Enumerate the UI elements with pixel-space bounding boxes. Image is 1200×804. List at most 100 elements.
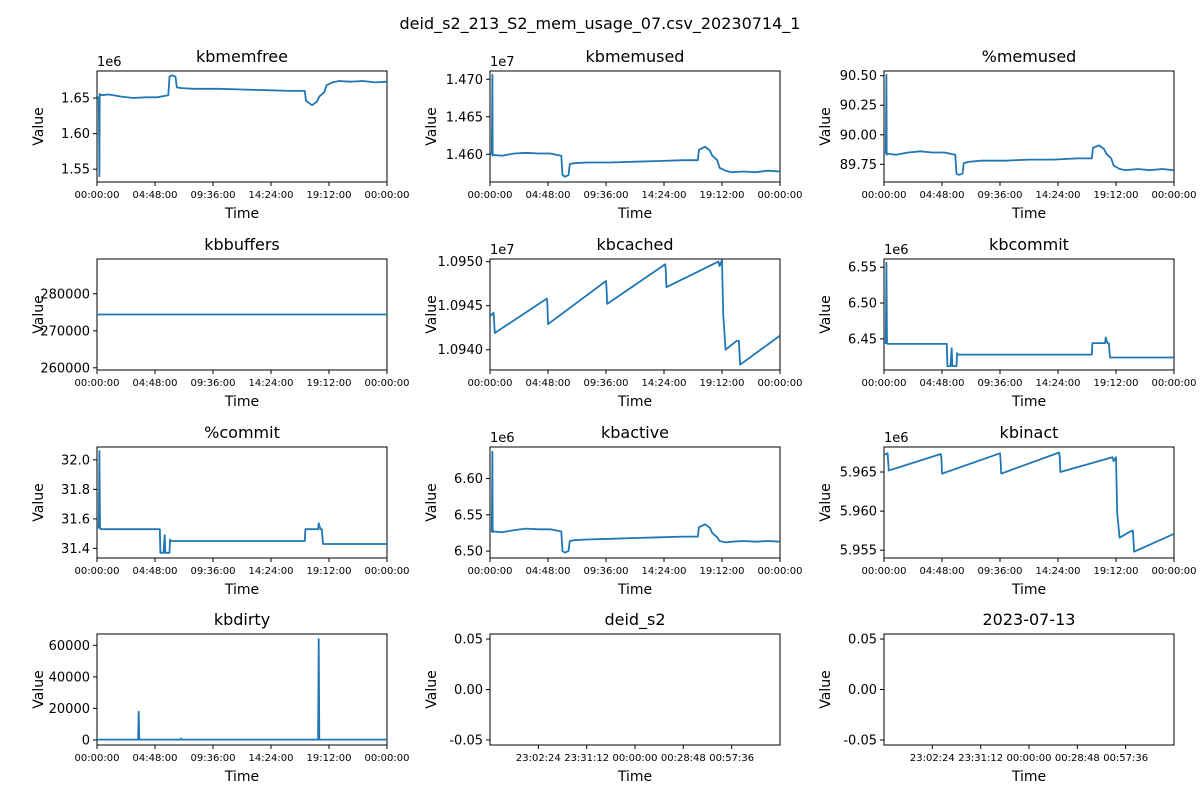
y-axis-label: Value (31, 483, 47, 521)
x-tick-label: 00:00:00 (1152, 378, 1197, 389)
y-tick-label: 6.55 (848, 261, 877, 276)
subplot-2: %memused 89.75 90.00 90.25 90.50 00:00:00 04:4… (818, 47, 1196, 222)
x-tick-label: 23:31:12 (564, 753, 609, 764)
y-axis-label: Value (818, 670, 834, 708)
x-tick-label: 19:12:00 (307, 753, 352, 764)
x-tick-label: 19:12:00 (1094, 190, 1139, 201)
subplot-title: %commit (204, 423, 280, 442)
y-axis-label: Value (31, 107, 47, 145)
subplot-title: kbdirty (214, 610, 270, 629)
subplot-title: kbactive (601, 423, 669, 442)
axes-frame (883, 633, 1175, 746)
y-tick-label: 20000 (49, 702, 90, 717)
x-tick-label: 19:12:00 (307, 378, 352, 389)
subplot-title: kbmemfree (196, 47, 288, 66)
series-line (97, 450, 387, 554)
y-tick-label: 90.50 (840, 69, 877, 84)
x-tick-label: 04:48:00 (526, 190, 571, 201)
y-axis-label: Value (424, 295, 440, 333)
y-tick-label: 90.25 (840, 99, 877, 114)
y-tick-label: 1.65 (61, 92, 90, 107)
y-tick-label: 1.60 (61, 127, 90, 142)
series-line (97, 638, 387, 741)
x-tick-label: 14:24:00 (642, 190, 687, 201)
subplot-10: deid_s2 -0.05 0.00 0.05 23:02:24 23:31:12 00:0… (424, 610, 781, 785)
y-tick-label: 1.0950 (438, 255, 484, 270)
x-tick-label: 00:00:00 (758, 566, 803, 577)
x-tick-label: 00:57:36 (709, 753, 754, 764)
x-tick-label: 04:48:00 (920, 566, 965, 577)
subplot-9: kbdirty 0 20000 40000 60000 00:00:00 04:48:00 0… (31, 610, 409, 785)
x-tick-label: 14:24:00 (249, 566, 294, 577)
x-tick-label: 09:36:00 (978, 190, 1023, 201)
offset-text: 1e7 (490, 243, 515, 258)
x-tick-label: 14:24:00 (249, 190, 294, 201)
x-tick-label: 00:28:48 (661, 753, 706, 764)
x-tick-label: 00:00:00 (365, 378, 410, 389)
series-line (490, 73, 780, 178)
x-tick-label: 14:24:00 (642, 378, 687, 389)
x-tick-label: 00:00:00 (613, 753, 658, 764)
x-tick-label: 23:31:12 (958, 753, 1003, 764)
series-line (490, 259, 780, 366)
x-tick-label: 09:36:00 (584, 566, 629, 577)
y-tick-label: 280000 (40, 287, 90, 302)
y-tick-label: 0.00 (454, 683, 483, 698)
axes-frame (96, 633, 388, 746)
x-tick-label: 09:36:00 (191, 566, 236, 577)
axes-frame (489, 633, 781, 746)
x-tick-label: 14:24:00 (249, 753, 294, 764)
subplot-title: kbbuffers (204, 235, 280, 254)
y-axis-label: Value (31, 295, 47, 333)
x-tick-label: 00:00:00 (75, 190, 120, 201)
subplot-title: kbmemused (586, 47, 685, 66)
subplot-title: kbcached (597, 235, 674, 254)
x-axis-label: Time (224, 582, 259, 598)
y-tick-label: 6.50 (454, 545, 483, 560)
axes-frame (883, 258, 1175, 371)
subplot-title: %memused (982, 47, 1077, 66)
x-axis-label: Time (1011, 206, 1046, 222)
y-tick-label: 32.0 (61, 453, 90, 468)
x-tick-label: 19:12:00 (1094, 566, 1139, 577)
x-tick-label: 00:00:00 (365, 753, 410, 764)
x-axis-label: Time (224, 206, 259, 222)
subplot-title: kbcommit (989, 235, 1069, 254)
x-tick-label: 00:00:00 (1007, 753, 1052, 764)
y-tick-label: 5.960 (840, 505, 877, 520)
subplot-4: kbcached 1.0940 1.0945 1.0950 00:00:00 04:48:… (424, 235, 802, 410)
y-tick-label: 60000 (49, 639, 90, 654)
x-tick-label: 14:24:00 (1036, 566, 1081, 577)
x-tick-label: 00:00:00 (365, 190, 410, 201)
y-tick-label: 0.00 (848, 683, 877, 698)
y-tick-label: 6.45 (848, 332, 877, 347)
x-axis-label: Time (1011, 394, 1046, 410)
y-tick-label: 6.55 (454, 508, 483, 523)
x-tick-label: 00:00:00 (758, 378, 803, 389)
x-tick-label: 00:00:00 (75, 378, 120, 389)
y-tick-label: 1.460 (446, 148, 483, 163)
y-tick-label: 0 (82, 733, 90, 748)
x-tick-label: 14:24:00 (1036, 190, 1081, 201)
y-axis-label: Value (818, 295, 834, 333)
x-tick-label: 04:48:00 (133, 190, 178, 201)
x-axis-label: Time (224, 394, 259, 410)
x-tick-label: 19:12:00 (307, 566, 352, 577)
series-line (884, 261, 1174, 368)
x-tick-label: 00:00:00 (1152, 566, 1197, 577)
x-axis-label: Time (617, 582, 652, 598)
x-tick-label: 09:36:00 (191, 753, 236, 764)
x-tick-label: 09:36:00 (978, 378, 1023, 389)
y-tick-label: 5.965 (840, 466, 877, 481)
y-tick-label: -0.05 (449, 733, 483, 748)
y-tick-label: 5.955 (840, 544, 877, 559)
x-tick-label: 23:02:24 (910, 753, 955, 764)
x-axis-label: Time (617, 769, 652, 785)
series-line (97, 74, 387, 178)
axes-frame (96, 70, 388, 183)
x-axis-label: Time (1011, 769, 1046, 785)
y-axis-label: Value (424, 107, 440, 145)
y-axis-label: Value (424, 483, 440, 521)
x-tick-label: 00:00:00 (75, 753, 120, 764)
x-tick-label: 09:36:00 (584, 378, 629, 389)
